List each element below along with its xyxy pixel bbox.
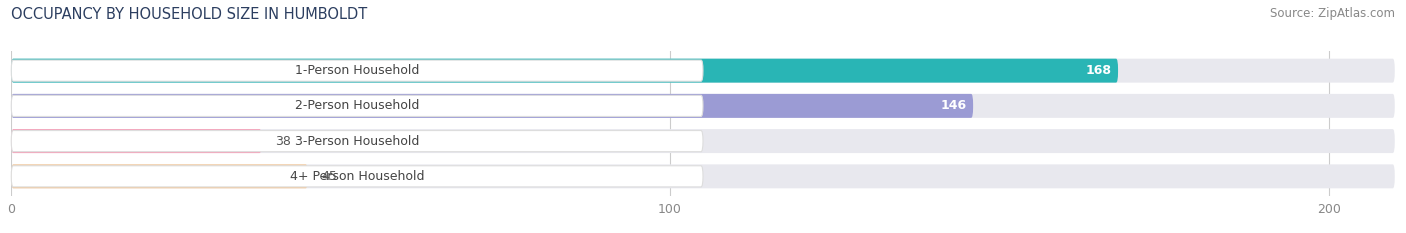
FancyBboxPatch shape [11,60,703,81]
FancyBboxPatch shape [11,94,973,118]
Text: 2-Person Household: 2-Person Household [295,99,419,112]
FancyBboxPatch shape [11,94,1395,118]
Text: OCCUPANCY BY HOUSEHOLD SIZE IN HUMBOLDT: OCCUPANCY BY HOUSEHOLD SIZE IN HUMBOLDT [11,7,367,22]
FancyBboxPatch shape [11,130,703,152]
FancyBboxPatch shape [11,164,1395,188]
FancyBboxPatch shape [11,166,703,187]
FancyBboxPatch shape [11,164,308,188]
FancyBboxPatch shape [11,59,1118,83]
FancyBboxPatch shape [11,95,703,116]
Text: 45: 45 [321,170,337,183]
Text: 168: 168 [1085,64,1112,77]
Text: 38: 38 [274,135,291,148]
Text: 4+ Person Household: 4+ Person Household [290,170,425,183]
Text: 146: 146 [941,99,966,112]
FancyBboxPatch shape [11,129,262,153]
Text: Source: ZipAtlas.com: Source: ZipAtlas.com [1270,7,1395,20]
FancyBboxPatch shape [11,129,1395,153]
Text: 3-Person Household: 3-Person Household [295,135,419,148]
Text: 1-Person Household: 1-Person Household [295,64,419,77]
FancyBboxPatch shape [11,59,1395,83]
